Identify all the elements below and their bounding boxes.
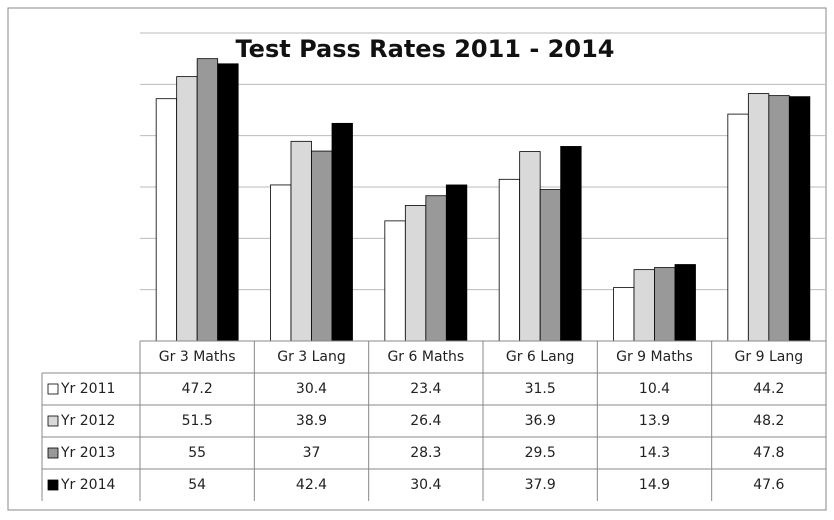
bar bbox=[311, 150, 333, 342]
x-tick-label: Gr 6 Maths bbox=[387, 349, 464, 365]
table-cell: 28.3 bbox=[410, 445, 441, 461]
table-cell: 30.4 bbox=[296, 381, 327, 397]
bar bbox=[404, 205, 427, 342]
legend-label: Yr 2011 bbox=[60, 381, 115, 397]
chart-title: Test Pass Rates 2011 - 2014 bbox=[236, 35, 615, 63]
table-cell: 38.9 bbox=[296, 413, 327, 429]
table-cell: 36.9 bbox=[525, 413, 556, 429]
legend-key bbox=[47, 479, 59, 491]
bar bbox=[425, 195, 447, 342]
table-cell: 51.5 bbox=[182, 413, 213, 429]
bar bbox=[445, 184, 468, 342]
table-cell: 42.4 bbox=[296, 477, 327, 493]
x-tick-label: Gr 6 Lang bbox=[506, 349, 575, 365]
legend-label: Yr 2014 bbox=[60, 477, 115, 493]
x-tick-label: Gr 3 Maths bbox=[159, 349, 236, 365]
bar bbox=[613, 287, 635, 342]
x-tick-label: Gr 3 Lang bbox=[277, 349, 346, 365]
bar bbox=[539, 189, 562, 342]
bar bbox=[155, 98, 178, 342]
legend-key bbox=[47, 383, 59, 395]
bar bbox=[768, 95, 790, 342]
bar bbox=[217, 63, 239, 342]
bar bbox=[654, 267, 676, 342]
table-cell: 37 bbox=[303, 445, 321, 461]
table-cell: 26.4 bbox=[410, 413, 441, 429]
table-cell: 44.2 bbox=[753, 381, 784, 397]
legend-key bbox=[47, 415, 59, 427]
bar bbox=[727, 113, 749, 342]
table-cell: 48.2 bbox=[753, 413, 784, 429]
table-cell: 47.6 bbox=[753, 477, 784, 493]
bar bbox=[560, 146, 582, 342]
bar bbox=[176, 76, 198, 342]
bar bbox=[384, 220, 406, 342]
table-cell: 10.4 bbox=[639, 381, 670, 397]
bar bbox=[519, 151, 541, 342]
table-cell: 14.9 bbox=[639, 477, 670, 493]
table-cell: 31.5 bbox=[525, 381, 556, 397]
legend-label: Yr 2013 bbox=[60, 445, 115, 461]
bar bbox=[290, 140, 312, 342]
table-cell: 29.5 bbox=[525, 445, 556, 461]
table-cell: 13.9 bbox=[639, 413, 670, 429]
bar bbox=[270, 184, 292, 342]
table-cell: 54 bbox=[188, 477, 206, 493]
bar bbox=[196, 58, 219, 342]
bar bbox=[331, 122, 353, 342]
bar bbox=[747, 93, 770, 342]
x-tick-label: Gr 9 Maths bbox=[616, 349, 693, 365]
table-cell: 23.4 bbox=[410, 381, 441, 397]
bar bbox=[633, 269, 655, 342]
legend-key bbox=[47, 447, 59, 459]
legend-label: Yr 2012 bbox=[60, 413, 115, 429]
table-cell: 14.3 bbox=[639, 445, 670, 461]
table-cell: 47.8 bbox=[753, 445, 784, 461]
bar bbox=[674, 264, 696, 342]
table-cell: 30.4 bbox=[410, 477, 441, 493]
table-cell: 55 bbox=[188, 445, 206, 461]
x-tick-label: Gr 9 Lang bbox=[735, 349, 804, 365]
table-cell: 37.9 bbox=[525, 477, 556, 493]
bar bbox=[498, 178, 521, 342]
table-cell: 47.2 bbox=[182, 381, 213, 397]
bar bbox=[788, 96, 811, 342]
